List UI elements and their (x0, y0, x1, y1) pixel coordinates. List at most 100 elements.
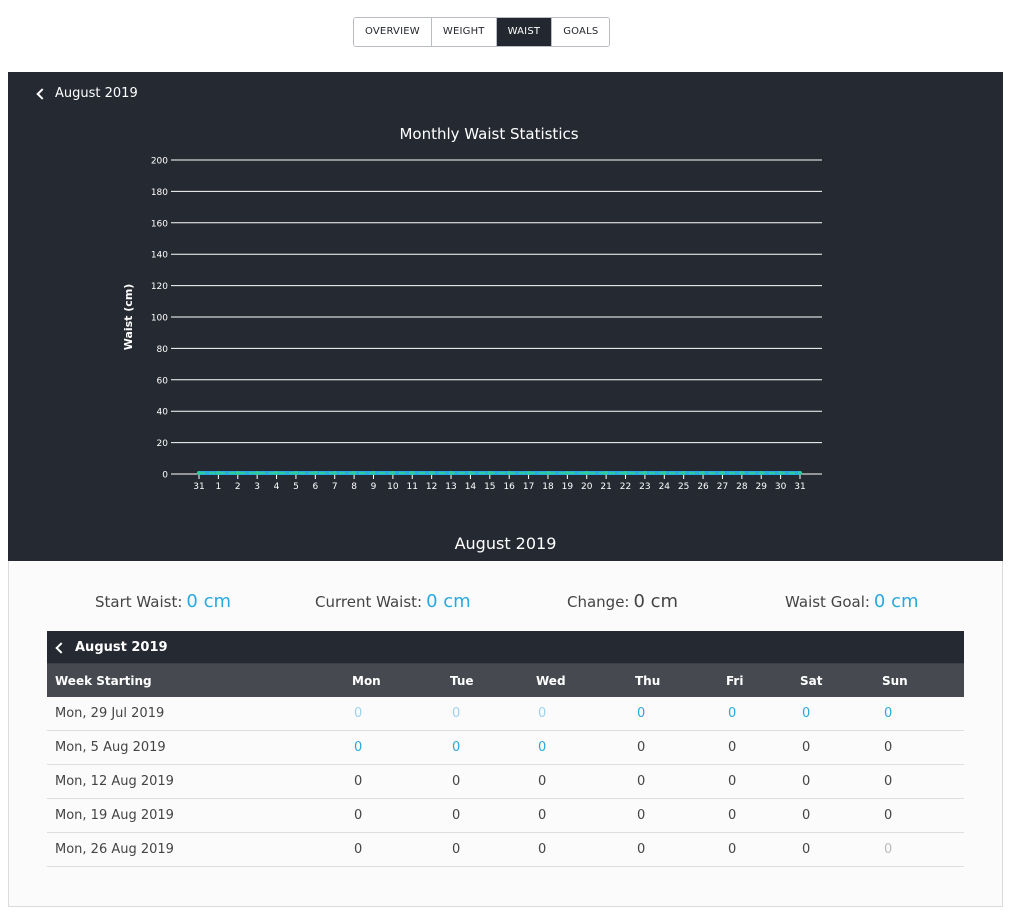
x-tick-label: 29 (755, 482, 767, 492)
x-tick-label: 2 (235, 482, 241, 492)
x-tick-label: 25 (678, 482, 689, 492)
y-tick-label: 160 (151, 219, 168, 229)
column-header-sun: Sun (882, 674, 908, 688)
day-cell-sat[interactable]: 0 (802, 706, 811, 721)
day-cell-sat[interactable]: 0 (802, 842, 811, 857)
day-cell-mon[interactable]: 0 (354, 706, 363, 721)
data-point (604, 471, 609, 475)
data-point (332, 471, 337, 475)
day-cell-mon[interactable]: 0 (354, 808, 363, 823)
x-tick-label: 9 (371, 482, 377, 492)
day-cell-mon[interactable]: 0 (354, 842, 363, 857)
day-cell-tue[interactable]: 0 (452, 808, 461, 823)
x-tick-label: 13 (445, 482, 456, 492)
data-point (623, 471, 628, 475)
day-cell-sat[interactable]: 0 (802, 740, 811, 755)
day-cell-fri[interactable]: 0 (728, 842, 737, 857)
column-header-tue: Tue (450, 674, 474, 688)
day-cell-mon[interactable]: 0 (354, 740, 363, 755)
y-tick-label: 80 (157, 345, 169, 355)
day-cell-wed[interactable]: 0 (538, 808, 547, 823)
day-cell-fri[interactable]: 0 (728, 808, 737, 823)
current-waist-value: 0 cm (426, 591, 471, 612)
y-axis-label: Waist (cm) (122, 284, 135, 351)
y-tick-label: 60 (157, 376, 169, 386)
start-waist-stat: Start Waist: 0 cm (95, 591, 231, 612)
day-cell-fri[interactable]: 0 (728, 706, 737, 721)
x-tick-label: 6 (312, 482, 318, 492)
day-cell-thu[interactable]: 0 (637, 774, 646, 789)
day-cell-tue[interactable]: 0 (452, 706, 461, 721)
y-tick-label: 180 (151, 188, 168, 198)
data-point (642, 471, 647, 475)
data-point (313, 471, 318, 475)
waist-goal-value: 0 cm (873, 591, 919, 612)
change-value: 0 cm (633, 591, 679, 612)
change-label: Change: (567, 593, 630, 611)
day-cell-fri[interactable]: 0 (728, 774, 737, 789)
week-start-cell: Mon, 26 Aug 2019 (55, 842, 174, 857)
x-tick-label: 31 (794, 482, 805, 492)
y-tick-label: 200 (151, 157, 168, 167)
start-waist-value: 0 cm (186, 591, 232, 612)
x-tick-label: 3 (254, 482, 260, 492)
day-cell-thu[interactable]: 0 (637, 740, 646, 755)
x-tick-label: 11 (407, 482, 418, 492)
x-tick-label: 18 (542, 482, 554, 492)
x-tick-label: 21 (600, 482, 611, 492)
y-tick-label: 40 (157, 408, 169, 418)
data-point (507, 471, 512, 475)
data-point (662, 471, 667, 475)
x-tick-label: 14 (465, 482, 477, 492)
calendar-prev-month-button[interactable]: August 2019 (47, 631, 964, 664)
day-cell-sun[interactable]: 0 (884, 774, 893, 789)
chart-prev-month-label: August 2019 (55, 86, 138, 101)
stats-panel: Start Waist: 0 cm Current Waist: 0 cm Chan… (8, 561, 1003, 907)
day-cell-thu[interactable]: 0 (637, 706, 646, 721)
column-header-wed: Wed (536, 674, 566, 688)
column-header-thu: Thu (635, 674, 661, 688)
tab-waist[interactable]: WAIST (496, 18, 553, 46)
current-waist-label: Current Waist: (315, 593, 423, 611)
x-tick-label: 22 (620, 482, 631, 492)
tab-overview[interactable]: OVERVIEW (354, 18, 432, 46)
change-stat: Change: 0 cm (567, 591, 678, 612)
day-cell-wed[interactable]: 0 (538, 740, 547, 755)
x-tick-label: 28 (736, 482, 748, 492)
start-waist-label: Start Waist: (95, 593, 183, 611)
day-cell-sat[interactable]: 0 (802, 774, 811, 789)
y-tick-label: 140 (151, 251, 168, 261)
tab-bar: OVERVIEW WEIGHT WAIST GOALS (353, 17, 611, 47)
day-cell-wed[interactable]: 0 (538, 774, 547, 789)
column-header-sat: Sat (800, 674, 823, 688)
day-cell-mon[interactable]: 0 (354, 774, 363, 789)
data-point (759, 471, 764, 475)
column-header-mon: Mon (352, 674, 381, 688)
table-row: Mon, 29 Jul 2019 0 0 0 0 0 0 0 (47, 697, 964, 731)
day-cell-thu[interactable]: 0 (637, 808, 646, 823)
tab-weight[interactable]: WEIGHT (431, 18, 497, 46)
data-point (778, 471, 783, 475)
day-cell-sat[interactable]: 0 (802, 808, 811, 823)
week-start-cell: Mon, 19 Aug 2019 (55, 808, 174, 823)
waist-goal-label: Waist Goal: (785, 593, 870, 611)
tab-goals[interactable]: GOALS (552, 18, 610, 46)
day-cell-fri[interactable]: 0 (728, 740, 737, 755)
day-cell-sun[interactable]: 0 (884, 740, 893, 755)
chart-prev-month-button[interactable]: August 2019 (36, 86, 138, 101)
day-cell-thu[interactable]: 0 (637, 842, 646, 857)
day-cell-wed[interactable]: 0 (538, 706, 547, 721)
calendar-header-row: Week Starting Mon Tue Wed Thu Fri Sat Sun (47, 664, 964, 697)
day-cell-sun[interactable]: 0 (884, 706, 893, 721)
day-cell-tue[interactable]: 0 (452, 740, 461, 755)
day-cell-tue[interactable]: 0 (452, 842, 461, 857)
table-row: Mon, 19 Aug 2019 0 0 0 0 0 0 0 (47, 799, 964, 833)
x-tick-label: 20 (581, 482, 593, 492)
day-cell-tue[interactable]: 0 (452, 774, 461, 789)
day-cell-sun[interactable]: 0 (884, 842, 893, 857)
data-point (739, 471, 744, 475)
day-cell-sun[interactable]: 0 (884, 808, 893, 823)
week-start-cell: Mon, 29 Jul 2019 (55, 706, 165, 721)
day-cell-wed[interactable]: 0 (538, 842, 547, 857)
table-row: Mon, 12 Aug 2019 0 0 0 0 0 0 0 (47, 765, 964, 799)
